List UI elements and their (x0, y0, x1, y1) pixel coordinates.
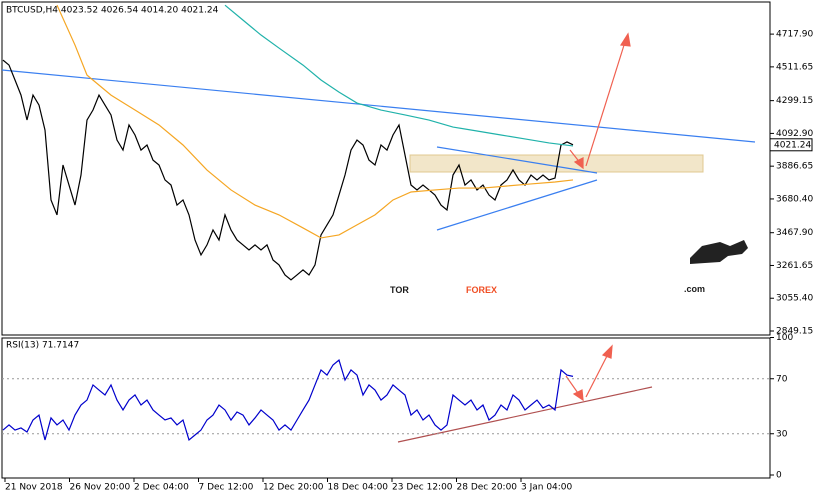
main-panel (1, 1, 771, 336)
rsi-title: RSI(13) 71.7147 (6, 341, 79, 351)
arrow-head (572, 389, 584, 402)
y-tick-label: 4092.90 (776, 129, 813, 139)
price-tag-label: 4021.24 (774, 140, 811, 150)
series-line (2, 59, 574, 281)
series-line (224, 4, 574, 147)
arrow (585, 353, 609, 398)
watermark: TOR (390, 285, 409, 295)
arrow-head (619, 32, 631, 47)
y-tick-label: 3055.40 (776, 294, 813, 304)
y-tick-label: 70 (776, 374, 788, 384)
watermark: FOREX (466, 285, 497, 295)
x-tick-label: 21 Nov 2018 (5, 483, 63, 493)
x-tick-label: 7 Dec 12:00 (199, 483, 254, 493)
rsi-panel (1, 337, 771, 479)
y-tick-label: 2849.15 (776, 327, 813, 337)
trendline (1, 69, 756, 143)
x-tick-label: 26 Nov 20:00 (70, 483, 131, 493)
y-tick-label: 100 (776, 333, 793, 343)
arrow-head (601, 344, 613, 359)
y-tick-label: 3467.90 (776, 228, 813, 238)
y-tick-label: 4299.15 (776, 96, 813, 106)
x-tick-label: 18 Dec 04:00 (328, 483, 389, 493)
bull-logo (690, 240, 748, 264)
x-tick-label: 12 Dec 20:00 (263, 483, 324, 493)
drawings (1, 32, 756, 443)
trendline (436, 146, 598, 174)
x-tick-label: 3 Jan 04:00 (521, 483, 573, 493)
y-tick-label: 3886.65 (776, 162, 813, 172)
trendline (436, 179, 598, 231)
watermark: .com (684, 284, 705, 294)
y-tick-label: 3261.65 (776, 261, 813, 271)
y-tick-label: 4717.90 (776, 30, 813, 40)
y-tick-label: 4511.65 (776, 62, 813, 72)
arrow (585, 41, 626, 167)
series-line (56, 4, 574, 239)
y-tick-label: 30 (776, 429, 788, 439)
x-tick-label: 28 Dec 20:00 (457, 483, 518, 493)
x-tick-label: 23 Dec 12:00 (392, 483, 453, 493)
chart-title: BTCUSD,H4 4023.52 4026.54 4014.20 4021.2… (6, 6, 219, 16)
arrow-head (573, 157, 584, 170)
series-line (2, 359, 574, 441)
price-tag (769, 138, 813, 152)
y-tick-label: 0 (776, 471, 782, 481)
y-tick-label: 3680.40 (776, 194, 813, 204)
trendline (397, 386, 653, 443)
x-tick-label: 2 Dec 04:00 (134, 483, 189, 493)
